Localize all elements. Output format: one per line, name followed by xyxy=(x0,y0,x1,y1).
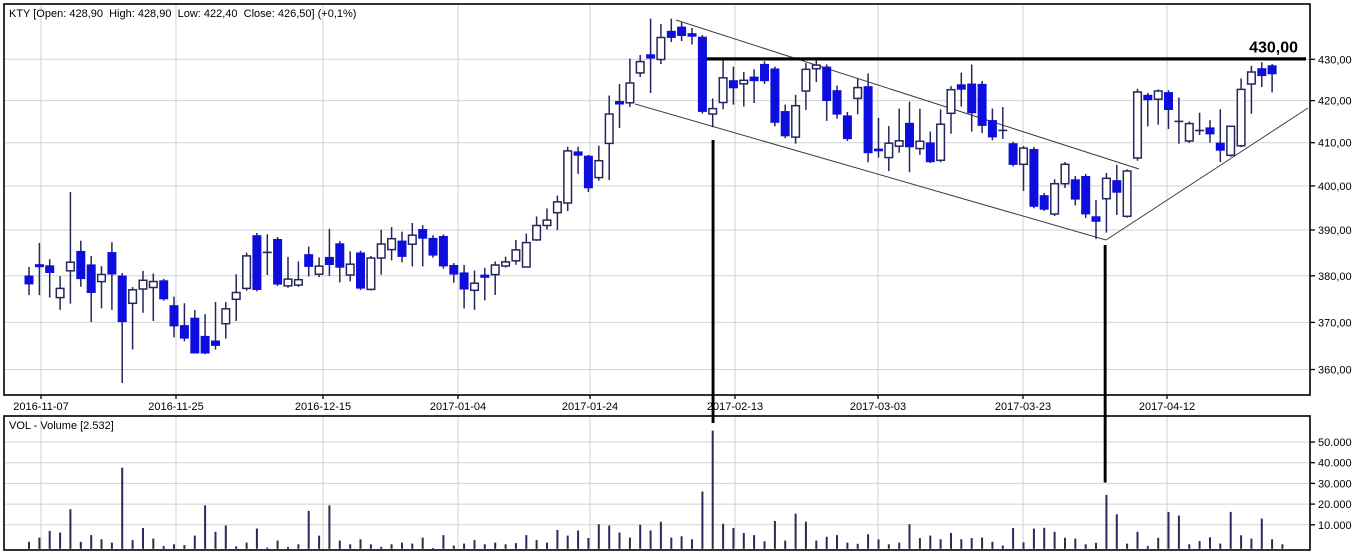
svg-text:10.000: 10.000 xyxy=(1318,520,1352,532)
svg-text:20.000: 20.000 xyxy=(1318,499,1352,511)
svg-text:2016-11-25: 2016-11-25 xyxy=(148,401,203,413)
svg-text:2017-03-23: 2017-03-23 xyxy=(995,401,1051,413)
svg-text:2017-01-24: 2017-01-24 xyxy=(562,401,618,413)
svg-text:2016-12-15: 2016-12-15 xyxy=(295,401,351,413)
svg-text:30.000: 30.000 xyxy=(1318,478,1352,490)
svg-text:380,00: 380,00 xyxy=(1318,271,1352,283)
svg-text:KTY [Open: 428,90 High: 428,9: KTY [Open: 428,90 High: 428,90 Low: 422,… xyxy=(9,8,356,20)
svg-text:410,00: 410,00 xyxy=(1318,138,1352,150)
svg-text:2017-03-03: 2017-03-03 xyxy=(850,401,906,413)
svg-text:50.000: 50.000 xyxy=(1318,437,1352,449)
svg-text:40.000: 40.000 xyxy=(1318,458,1352,470)
svg-text:2017-04-12: 2017-04-12 xyxy=(1139,401,1195,413)
svg-text:430,00: 430,00 xyxy=(1249,40,1298,57)
svg-text:2016-11-07: 2016-11-07 xyxy=(13,401,68,413)
svg-text:430,00: 430,00 xyxy=(1318,54,1352,66)
svg-text:400,00: 400,00 xyxy=(1318,181,1352,193)
svg-text:420,00: 420,00 xyxy=(1318,96,1352,108)
svg-text:2017-02-13: 2017-02-13 xyxy=(707,401,763,413)
svg-text:VOL - Volume [2.532]: VOL - Volume [2.532] xyxy=(9,420,114,432)
svg-text:2017-01-04: 2017-01-04 xyxy=(430,401,486,413)
svg-text:390,00: 390,00 xyxy=(1318,225,1352,237)
svg-text:360,00: 360,00 xyxy=(1318,365,1352,377)
svg-text:370,00: 370,00 xyxy=(1318,317,1352,329)
